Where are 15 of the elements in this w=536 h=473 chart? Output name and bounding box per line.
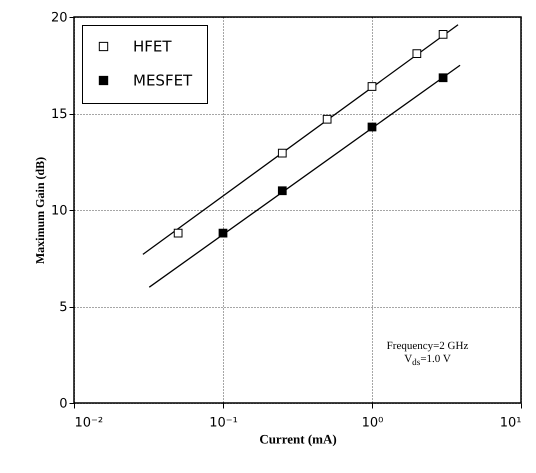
y-tick-label: 10 (50, 204, 68, 218)
x-axis-title: Current (mA) (259, 432, 337, 446)
y-tick-label: 20 (50, 10, 68, 26)
y-axis-title: Maximum Gain (dB) (32, 156, 47, 264)
x-tick-label: 10⁻¹ (209, 416, 238, 430)
y-tick-label: 15 (50, 107, 68, 122)
x-tick-label: 10⁻² (74, 416, 104, 430)
legend-label: MESFET (133, 72, 194, 90)
annotation: Frequency=2 GHz (386, 340, 468, 352)
y-tick-label: 0 (59, 396, 68, 412)
legend-label: HFET (133, 38, 172, 56)
x-tick-label: 10⁰ (362, 416, 384, 430)
x-tick-label: 10¹ (500, 416, 522, 430)
y-tick-label: 5 (59, 300, 68, 315)
annotation: V$_{ds}$=1.0 V (404, 353, 451, 368)
